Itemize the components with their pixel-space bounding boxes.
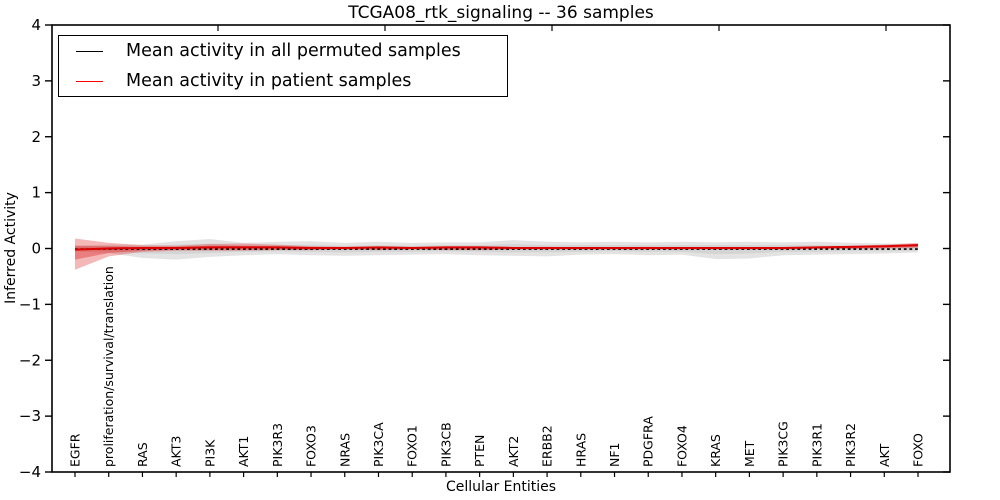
- x-tick-label: EGFR: [68, 433, 83, 467]
- legend-label-permuted: Mean activity in all permuted samples: [126, 41, 461, 61]
- x-tick-label: PDGFRA: [641, 416, 656, 467]
- x-tick-label: AKT: [877, 443, 892, 467]
- x-tick-label: MET: [742, 440, 757, 467]
- x-tick-label: PIK3R1: [809, 423, 824, 467]
- y-tick-label: 1: [31, 184, 41, 202]
- y-tick-label: −2: [19, 351, 41, 369]
- series-line-patient: [74, 244, 919, 251]
- x-tick-label: PIK3R3: [270, 423, 285, 467]
- band-patient-spread-outer: [75, 238, 918, 270]
- x-tick-label: NF1: [607, 443, 622, 468]
- y-tick-label: −4: [19, 463, 41, 481]
- legend: Mean activity in all permuted samples Me…: [58, 35, 508, 97]
- chart-title: TCGA08_rtk_signaling -- 36 samples: [348, 3, 654, 23]
- x-tick-label: FOXO1: [405, 425, 420, 467]
- x-tick-label: PIK3CA: [371, 422, 386, 467]
- x-tick-label: PTEN: [472, 435, 487, 467]
- x-tick-label: proliferation/survival/translation: [101, 266, 116, 467]
- y-tick-label: 0: [31, 240, 41, 258]
- legend-entry-permuted: Mean activity in all permuted samples: [59, 38, 507, 64]
- x-tick-label: AKT2: [506, 436, 521, 467]
- x-tick-label: FOXO: [911, 433, 926, 467]
- x-tick-label: FOXO4: [674, 425, 689, 467]
- y-tick-label: 3: [31, 72, 41, 90]
- x-tick-label: PIK3R2: [843, 423, 858, 467]
- x-tick-label: PI3K: [202, 439, 217, 467]
- legend-label-patient: Mean activity in patient samples: [126, 71, 412, 91]
- x-tick-label: PIK3CG: [776, 421, 791, 467]
- x-tick-label: AKT1: [236, 436, 251, 467]
- x-tick-label: ERBB2: [540, 425, 555, 467]
- y-tick-label: 4: [31, 16, 41, 34]
- x-tick-label: NRAS: [337, 433, 352, 467]
- x-tick-label: PIK3CB: [438, 422, 453, 467]
- legend-entry-patient: Mean activity in patient samples: [59, 68, 507, 94]
- y-tick-label: −3: [19, 407, 41, 425]
- x-tick-label: FOXO3: [304, 425, 319, 467]
- x-tick-label: HRAS: [573, 433, 588, 467]
- x-tick-label: AKT3: [169, 436, 184, 467]
- y-tick-label: 2: [31, 128, 41, 146]
- y-axis-label: Inferred Activity: [3, 192, 19, 304]
- x-tick-label: KRAS: [708, 434, 723, 467]
- x-axis-label: Cellular Entities: [445, 479, 557, 495]
- x-tick-label: RAS: [135, 442, 150, 467]
- legend-line-permuted-icon: [76, 50, 103, 52]
- y-tick-label: −1: [19, 295, 41, 313]
- legend-line-patient-icon: [76, 80, 103, 82]
